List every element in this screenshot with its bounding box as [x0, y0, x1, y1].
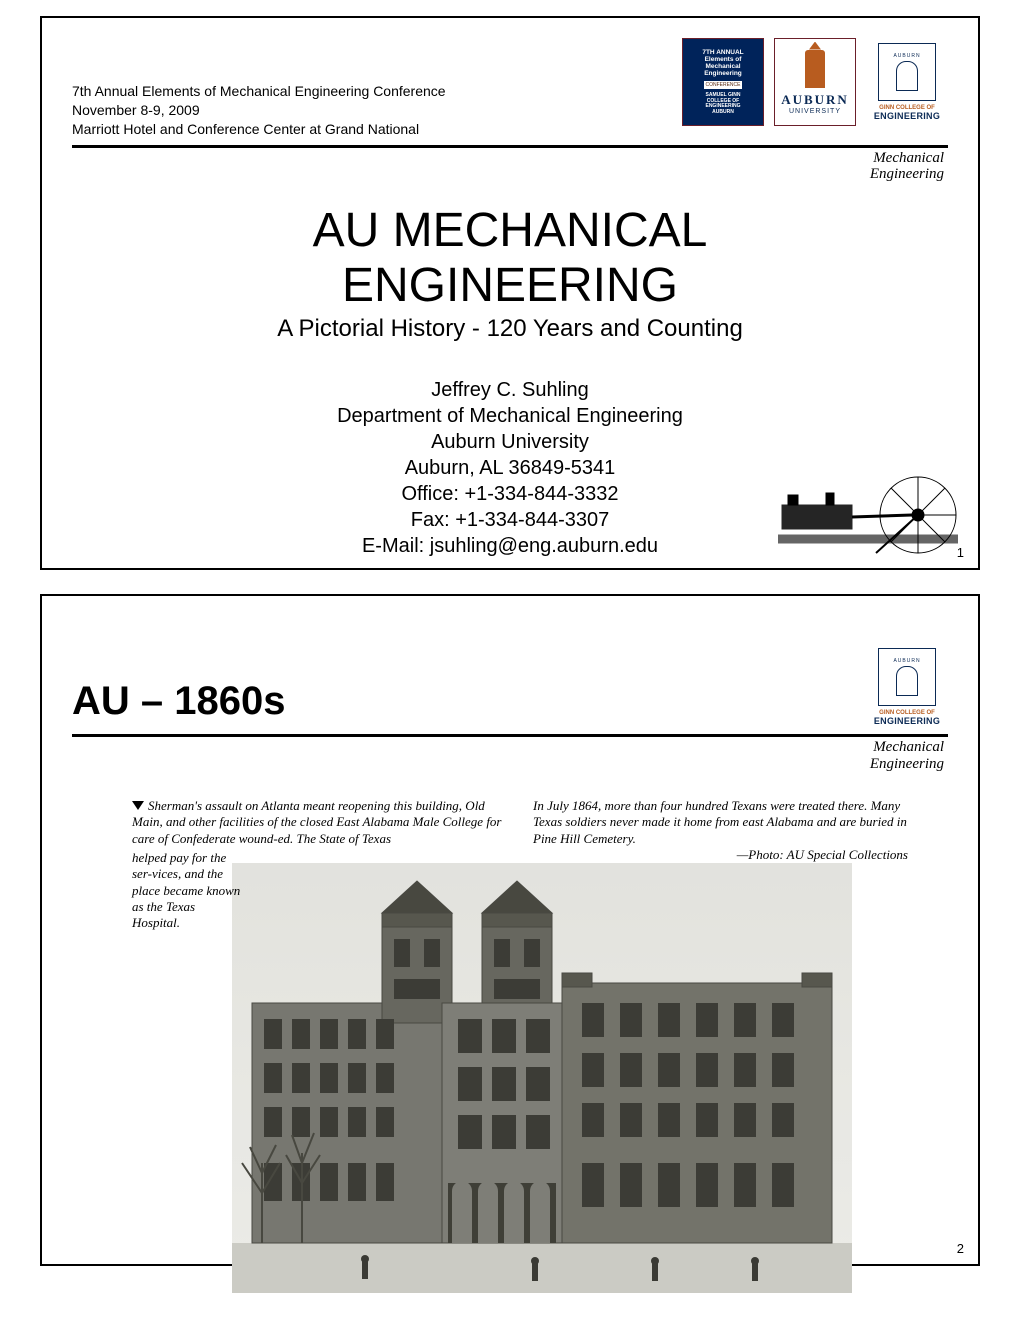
caption-right: In July 1864, more than four hundred Tex… — [533, 798, 908, 863]
conf-line-3: Marriott Hotel and Conference Center at … — [72, 120, 446, 139]
author-univ: Auburn University — [72, 429, 948, 455]
ginn-dome-icon-2 — [896, 666, 918, 696]
slide-number-1: 1 — [957, 545, 964, 560]
subtitle: A Pictorial History - 120 Years and Coun… — [72, 315, 948, 343]
ginn-auburn-label: AUBURN — [893, 53, 920, 59]
ginn-engineering-label: ENGINEERING — [874, 111, 940, 121]
author-name: Jeffrey C. Suhling — [72, 377, 948, 403]
slide2-logo: AUBURN GINN COLLEGE OF ENGINEERING — [866, 646, 948, 728]
photo-captions: Sherman's assault on Atlanta meant reope… — [132, 798, 908, 863]
conf-line-2: November 8-9, 2009 — [72, 101, 446, 120]
ginn-frame-2: AUBURN — [878, 648, 936, 706]
mech-line1: Mechanical — [873, 150, 944, 166]
mech2-line1: Mechanical — [873, 739, 944, 755]
auburn-name: AUBURN — [781, 92, 849, 108]
old-main-building-photo — [232, 863, 852, 1293]
header-rule — [72, 145, 948, 148]
auburn-sub: UNIVERSITY — [789, 108, 841, 115]
caption-left-text: Sherman's assault on Atlanta meant reope… — [132, 798, 502, 846]
caption-credit: —Photo: AU Special Collections — [533, 847, 908, 863]
slide2-title: AU – 1860s — [72, 679, 285, 724]
mech2-line2: Engineering — [870, 756, 944, 772]
slide-number-2: 2 — [957, 1241, 964, 1256]
header-row: 7th Annual Elements of Mechanical Engine… — [72, 38, 948, 139]
conference-logo: 7TH ANNUAL Elements of Mechanical Engine… — [682, 38, 764, 126]
conf-line-1: 7th Annual Elements of Mechanical Engine… — [72, 82, 446, 101]
author-dept: Department of Mechanical Engineering — [72, 403, 948, 429]
photo-area: Sherman's assault on Atlanta meant reope… — [132, 798, 908, 1293]
slide-1: 7th Annual Elements of Mechanical Engine… — [40, 16, 980, 570]
ginn-auburn-label-2: AUBURN — [893, 658, 920, 664]
ginn-engineering-label-2: ENGINEERING — [874, 716, 940, 726]
mech-eng-caption-2: Mechanical Engineering — [72, 739, 944, 772]
slide-1-inner: 7th Annual Elements of Mechanical Engine… — [42, 18, 978, 569]
slide2-rule — [72, 734, 948, 737]
title-line-1: AU MECHANICAL — [313, 204, 708, 257]
auburn-logo: AUBURN UNIVERSITY — [774, 38, 856, 126]
mech-eng-caption: Mechanical Engineering — [72, 150, 944, 183]
caption-left-narrow: helped pay for the ser-vices, and the pl… — [132, 850, 242, 931]
ginn-logo: AUBURN GINN COLLEGE OF ENGINEERING — [866, 38, 948, 126]
mech-line2: Engineering — [870, 166, 944, 182]
steam-engine-illustration — [778, 465, 958, 565]
ginn-frame: AUBURN — [878, 43, 936, 101]
conf-logo-title: 7TH ANNUAL Elements of Mechanical Engine… — [702, 49, 743, 78]
auburn-tower-icon — [805, 50, 825, 88]
ginn-logo-2: AUBURN GINN COLLEGE OF ENGINEERING — [866, 646, 948, 728]
author-block: Jeffrey C. Suhling Department of Mechani… — [72, 377, 948, 559]
slide-2-inner: AU – 1860s AUBURN GINN COLLEGE OF ENGINE… — [42, 596, 978, 1303]
conference-info: 7th Annual Elements of Mechanical Engine… — [72, 82, 446, 139]
slide-2: AU – 1860s AUBURN GINN COLLEGE OF ENGINE… — [40, 594, 980, 1266]
title-line-2: ENGINEERING — [342, 259, 678, 312]
conf-logo-mid: CONFERENCE — [704, 81, 741, 89]
conf-logo-bottom: SAMUEL GINN COLLEGE OF ENGINEERING AUBUR… — [705, 93, 740, 115]
logo-row: 7TH ANNUAL Elements of Mechanical Engine… — [682, 38, 948, 126]
caption-marker-icon — [132, 801, 144, 810]
slide2-header-row: AU – 1860s AUBURN GINN COLLEGE OF ENGINE… — [72, 646, 948, 728]
title-block: AU MECHANICAL ENGINEERING A Pictorial Hi… — [72, 203, 948, 343]
main-title: AU MECHANICAL ENGINEERING — [72, 203, 948, 313]
caption-right-text: In July 1864, more than four hundred Tex… — [533, 798, 907, 846]
ginn-dome-icon — [896, 61, 918, 91]
